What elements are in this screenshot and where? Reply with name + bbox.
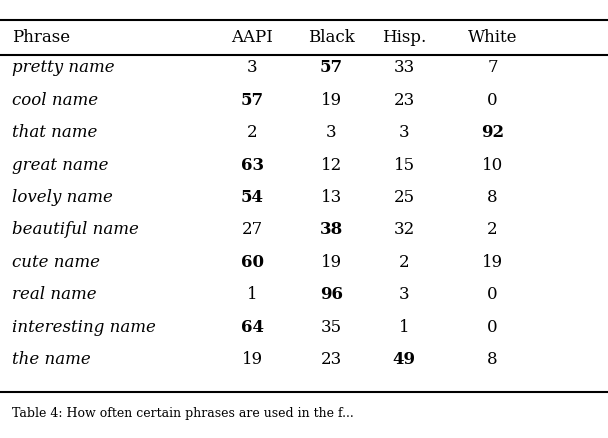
Text: 1: 1 [247,286,258,303]
Text: 92: 92 [481,124,504,141]
Text: 10: 10 [482,157,503,173]
Text: 19: 19 [321,254,342,271]
Text: cute name: cute name [12,254,100,271]
Text: 3: 3 [326,124,337,141]
Text: 54: 54 [241,189,264,206]
Text: real name: real name [12,286,97,303]
Text: 25: 25 [394,189,415,206]
Text: 35: 35 [321,319,342,336]
Text: 32: 32 [394,222,415,238]
Text: Table 4: How often certain phrases are used in the f...: Table 4: How often certain phrases are u… [12,407,354,420]
Text: 3: 3 [399,124,410,141]
Text: 7: 7 [487,60,498,76]
Text: 27: 27 [242,222,263,238]
Text: 19: 19 [321,92,342,109]
Text: 23: 23 [321,351,342,368]
Text: lovely name: lovely name [12,189,113,206]
Text: AAPI: AAPI [232,29,273,46]
Text: 13: 13 [321,189,342,206]
Text: 0: 0 [487,92,498,109]
Text: cool name: cool name [12,92,98,109]
Text: 49: 49 [393,351,416,368]
Text: White: White [468,29,517,46]
Text: 57: 57 [320,60,343,76]
Text: 0: 0 [487,286,498,303]
Text: interesting name: interesting name [12,319,156,336]
Text: 63: 63 [241,157,264,173]
Text: that name: that name [12,124,97,141]
Text: 64: 64 [241,319,264,336]
Text: 12: 12 [321,157,342,173]
Text: 8: 8 [487,351,498,368]
Text: 1: 1 [399,319,410,336]
Text: 33: 33 [394,60,415,76]
Text: Phrase: Phrase [12,29,71,46]
Text: beautiful name: beautiful name [12,222,139,238]
Text: 96: 96 [320,286,343,303]
Text: great name: great name [12,157,109,173]
Text: 3: 3 [399,286,410,303]
Text: 60: 60 [241,254,264,271]
Text: 3: 3 [247,60,258,76]
Text: 15: 15 [394,157,415,173]
Text: 19: 19 [482,254,503,271]
Text: 23: 23 [394,92,415,109]
Text: 2: 2 [487,222,498,238]
Text: the name: the name [12,351,91,368]
Text: Black: Black [308,29,354,46]
Text: 38: 38 [320,222,343,238]
Text: 0: 0 [487,319,498,336]
Text: 2: 2 [247,124,258,141]
Text: Hisp.: Hisp. [382,29,426,46]
Text: 8: 8 [487,189,498,206]
Text: 19: 19 [242,351,263,368]
Text: pretty name: pretty name [12,60,115,76]
Text: 2: 2 [399,254,410,271]
Text: 57: 57 [241,92,264,109]
